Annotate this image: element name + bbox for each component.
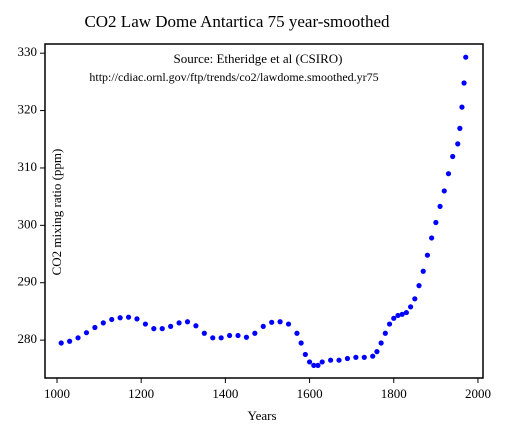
data-point (315, 362, 321, 368)
data-point (361, 354, 367, 360)
y-tick-label: 300 (18, 216, 38, 231)
x-tick-label: 2000 (465, 386, 491, 401)
data-point (416, 283, 422, 289)
data-point (457, 125, 463, 131)
data-point (159, 326, 165, 332)
data-point (370, 353, 376, 359)
data-point (83, 330, 90, 336)
data-point (193, 323, 199, 329)
data-point (412, 296, 418, 302)
data-point (125, 314, 132, 320)
data-point (100, 320, 106, 326)
data-point (433, 219, 439, 226)
y-tick-label: 320 (18, 102, 38, 117)
data-point (243, 334, 250, 340)
data-point (374, 349, 380, 355)
data-point (117, 315, 123, 321)
data-point (382, 330, 388, 336)
data-point (151, 326, 157, 332)
data-point (306, 359, 313, 365)
data-point (386, 321, 393, 327)
y-tick-label: 330 (18, 44, 38, 59)
y-axis-label: CO2 mixing ratio (ppm) (49, 149, 64, 276)
data-point (378, 340, 384, 346)
x-tick-label: 1000 (44, 386, 70, 401)
data-point (226, 332, 233, 339)
data-point (269, 319, 275, 325)
x-tick-label: 1400 (212, 386, 238, 401)
data-point (336, 357, 342, 363)
y-tick-label: 310 (18, 159, 38, 174)
data-point (463, 54, 469, 60)
x-axis-label: Years (247, 408, 276, 423)
data-point (420, 268, 426, 274)
annotation: http://cdiac.ornl.gov/ftp/trends/co2/law… (89, 70, 378, 84)
data-point (260, 323, 266, 329)
data-point (235, 332, 241, 339)
data-point (437, 203, 443, 210)
data-point (429, 235, 435, 241)
data-point (302, 351, 308, 358)
data-point (67, 338, 73, 344)
data-point (298, 340, 304, 346)
data-point (459, 104, 465, 110)
y-tick-label: 290 (18, 274, 38, 289)
data-point (252, 330, 258, 336)
data-point (142, 321, 148, 327)
data-point (134, 316, 140, 322)
x-tick-label: 1800 (381, 386, 407, 401)
data-point (399, 311, 405, 317)
data-point (92, 324, 98, 331)
data-point (455, 141, 461, 147)
data-point (168, 323, 174, 329)
data-point (184, 319, 191, 325)
data-point (344, 355, 351, 362)
chart-title: CO2 Law Dome Antartica 75 year-smoothed (84, 12, 390, 31)
data-point (407, 304, 414, 310)
data-point (109, 316, 115, 323)
data-point (58, 340, 64, 346)
data-point (176, 320, 182, 326)
data-point (424, 252, 431, 258)
data-point (450, 153, 456, 160)
data-point (201, 330, 207, 336)
data-point (294, 330, 300, 336)
data-point (441, 188, 447, 194)
data-point (395, 312, 401, 319)
annotation: Source: Etheridge et al (CSIRO) (174, 51, 343, 66)
plot-frame (44, 43, 484, 379)
data-point (311, 362, 317, 368)
data-point (277, 319, 283, 325)
data-point (445, 171, 452, 177)
data-point (328, 357, 334, 363)
data-point (319, 359, 325, 365)
x-tick-label: 1600 (297, 386, 323, 401)
data-point (461, 80, 467, 86)
data-point (353, 354, 359, 360)
data-point (403, 309, 409, 316)
data-point (218, 335, 224, 341)
data-point (75, 335, 81, 341)
data-point (285, 321, 292, 327)
data-point (391, 315, 397, 321)
y-tick-label: 280 (18, 331, 38, 346)
data-point (210, 335, 216, 341)
x-tick-label: 1200 (128, 386, 154, 401)
